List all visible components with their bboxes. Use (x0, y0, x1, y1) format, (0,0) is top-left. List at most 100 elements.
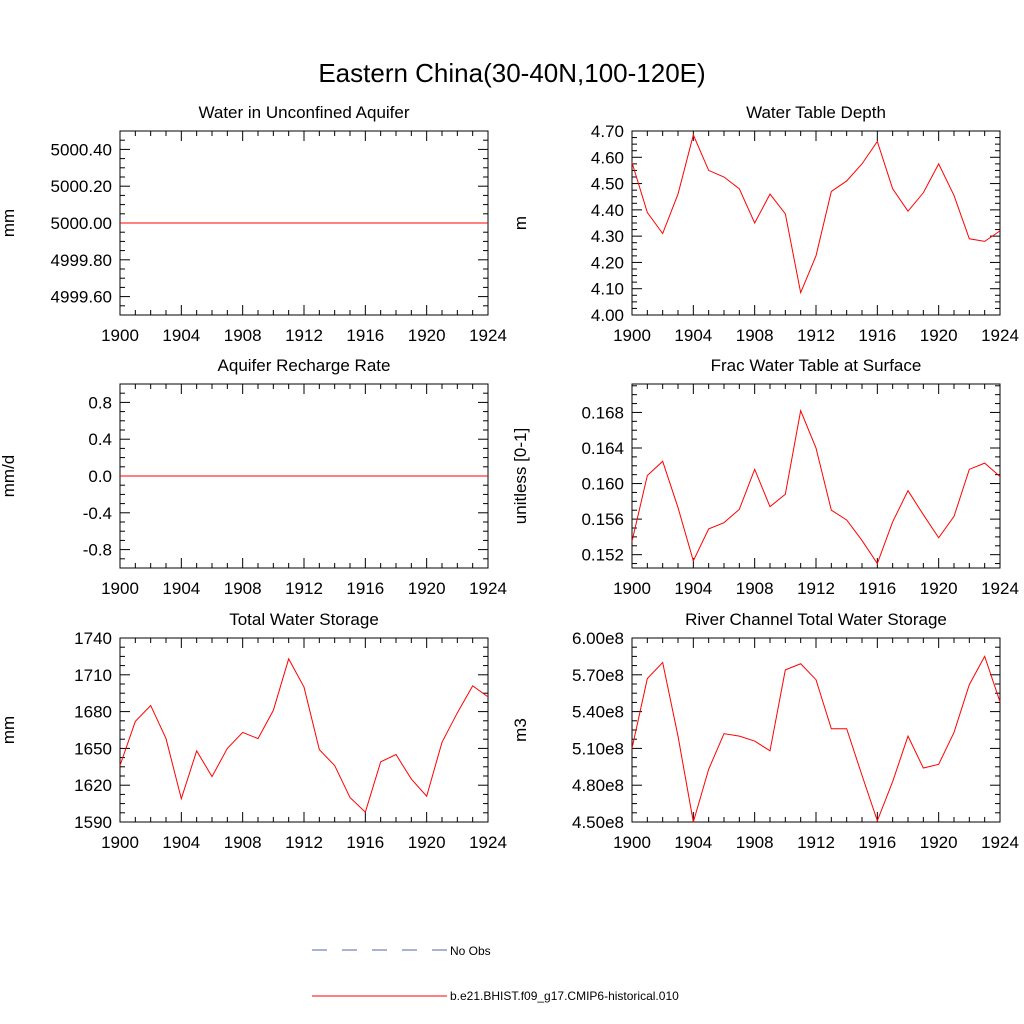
y-tick-label: 4.40 (591, 201, 624, 220)
y-tick-label: 5.40e8 (572, 703, 624, 722)
chart-panel-3: Aquifer Recharge Rate 1900 1904 1908 1912 191… (0, 356, 507, 598)
chart-panel-2: Water Table Depth 1900 1904 1908 1912 1916 192… (511, 103, 1019, 345)
y-tick-label: 1710 (74, 666, 112, 685)
y-tick-label: 1740 (74, 629, 112, 648)
y-tick-label: 4999.80 (51, 251, 112, 270)
y-tick-label: 5000.40 (51, 140, 112, 159)
y-axis-label: mm (0, 209, 18, 237)
series-line-1 (631, 408, 1001, 565)
y-tick-label: 4.70 (591, 122, 624, 141)
y-tick-label: -0.4 (83, 504, 112, 523)
y-tick-label: 6.00e8 (572, 629, 624, 648)
x-tick-label: 1904 (162, 833, 200, 852)
y-tick-label: 4.50 (591, 175, 624, 194)
x-tick-label: 1920 (920, 326, 958, 345)
y-tick-label: 4999.60 (51, 288, 112, 307)
y-tick-label: 0.152 (581, 546, 624, 565)
x-tick-label: 1924 (469, 579, 507, 598)
y-tick-label: 5000.20 (51, 177, 112, 196)
x-tick-label: 1924 (981, 326, 1019, 345)
x-tick-label: 1924 (981, 833, 1019, 852)
x-tick-label: 1908 (224, 833, 262, 852)
y-tick-label: 0.156 (581, 510, 624, 529)
x-tick-label: 1908 (224, 326, 262, 345)
chart-panel-5: Total Water Storage 1900 1904 1908 1912 1916 1… (0, 610, 507, 852)
y-tick-label: 5.70e8 (572, 666, 624, 685)
chart-panel-1: Water in Unconfined Aquifer 1900 1904 1908 1… (0, 103, 507, 345)
x-tick-label: 1908 (736, 833, 774, 852)
panels: Water in Unconfined Aquifer 1900 1904 1908 1… (0, 103, 1019, 852)
y-tick-label: 4.80e8 (572, 776, 624, 795)
x-tick-label: 1900 (101, 833, 139, 852)
y-axis-label: mm (0, 716, 18, 744)
x-tick-label: 1916 (346, 579, 384, 598)
y-tick-label: 0.8 (88, 393, 112, 412)
series-line-1 (119, 657, 489, 814)
y-tick-label: -0.8 (83, 541, 112, 560)
y-tick-label: 0.4 (88, 430, 112, 449)
y-tick-label: 0.164 (581, 439, 624, 458)
x-tick-label: 1912 (285, 579, 323, 598)
x-tick-label: 1916 (858, 833, 896, 852)
x-tick-label: 1900 (101, 326, 139, 345)
x-tick-label: 1924 (469, 326, 507, 345)
x-tick-label: 1920 (920, 833, 958, 852)
x-tick-label: 1924 (981, 579, 1019, 598)
legend-label-model: b.e21.BHIST.f09_g17.CMIP6-historical.010 (450, 989, 679, 1003)
y-tick-label: 0.0 (88, 467, 112, 486)
y-tick-label: 4.20 (591, 253, 624, 272)
legend: No Obs b.e21.BHIST.f09_g17.CMIP6-histori… (312, 944, 679, 1003)
series-line-1 (631, 655, 1001, 823)
x-tick-label: 1916 (858, 579, 896, 598)
y-tick-label: 5000.00 (51, 214, 112, 233)
x-tick-label: 1924 (469, 833, 507, 852)
y-tick-label: 4.00 (591, 306, 624, 325)
x-tick-label: 1920 (408, 579, 446, 598)
panel-title: Aquifer Recharge Rate (218, 356, 391, 375)
y-tick-label: 4.10 (591, 280, 624, 299)
x-tick-label: 1904 (162, 579, 200, 598)
y-axis-label: unitless [0-1] (511, 428, 530, 524)
x-tick-label: 1900 (613, 833, 651, 852)
x-tick-label: 1920 (408, 833, 446, 852)
x-tick-label: 1912 (285, 326, 323, 345)
legend-label-no-obs: No Obs (450, 944, 491, 958)
y-tick-label: 4.60 (591, 148, 624, 167)
x-tick-label: 1912 (797, 326, 835, 345)
y-tick-label: 1620 (74, 776, 112, 795)
x-tick-label: 1912 (797, 579, 835, 598)
panel-title: Frac Water Table at Surface (711, 356, 922, 375)
panel-title: Total Water Storage (229, 610, 379, 629)
x-tick-label: 1908 (224, 579, 262, 598)
x-tick-label: 1916 (346, 833, 384, 852)
panel-title: Water in Unconfined Aquifer (198, 103, 409, 122)
y-tick-label: 1680 (74, 703, 112, 722)
chart-panel-4: Frac Water Table at Surface 1900 1904 1908 1… (511, 356, 1019, 598)
panel-title: Water Table Depth (746, 103, 886, 122)
x-tick-label: 1912 (797, 833, 835, 852)
y-tick-label: 1650 (74, 739, 112, 758)
y-axis-label: mm/d (0, 455, 18, 498)
x-tick-label: 1908 (736, 579, 774, 598)
x-tick-label: 1912 (285, 833, 323, 852)
y-tick-label: 0.160 (581, 475, 624, 494)
panel-title: River Channel Total Water Storage (685, 610, 947, 629)
x-tick-label: 1908 (736, 326, 774, 345)
series-line-1 (631, 133, 1001, 295)
x-tick-label: 1904 (162, 326, 200, 345)
x-tick-label: 1920 (408, 326, 446, 345)
plot-frame (631, 637, 1001, 823)
x-tick-label: 1904 (674, 833, 712, 852)
x-tick-label: 1900 (613, 326, 651, 345)
y-tick-label: 4.30 (591, 227, 624, 246)
plot-frame (119, 637, 489, 823)
x-tick-label: 1916 (346, 326, 384, 345)
x-tick-label: 1900 (101, 579, 139, 598)
y-axis-label: m (511, 216, 530, 230)
x-tick-label: 1904 (674, 326, 712, 345)
x-tick-label: 1904 (674, 579, 712, 598)
y-tick-label: 4.50e8 (572, 813, 624, 832)
x-tick-label: 1900 (613, 579, 651, 598)
figure-title: Eastern China(30-40N,100-120E) (318, 58, 705, 88)
